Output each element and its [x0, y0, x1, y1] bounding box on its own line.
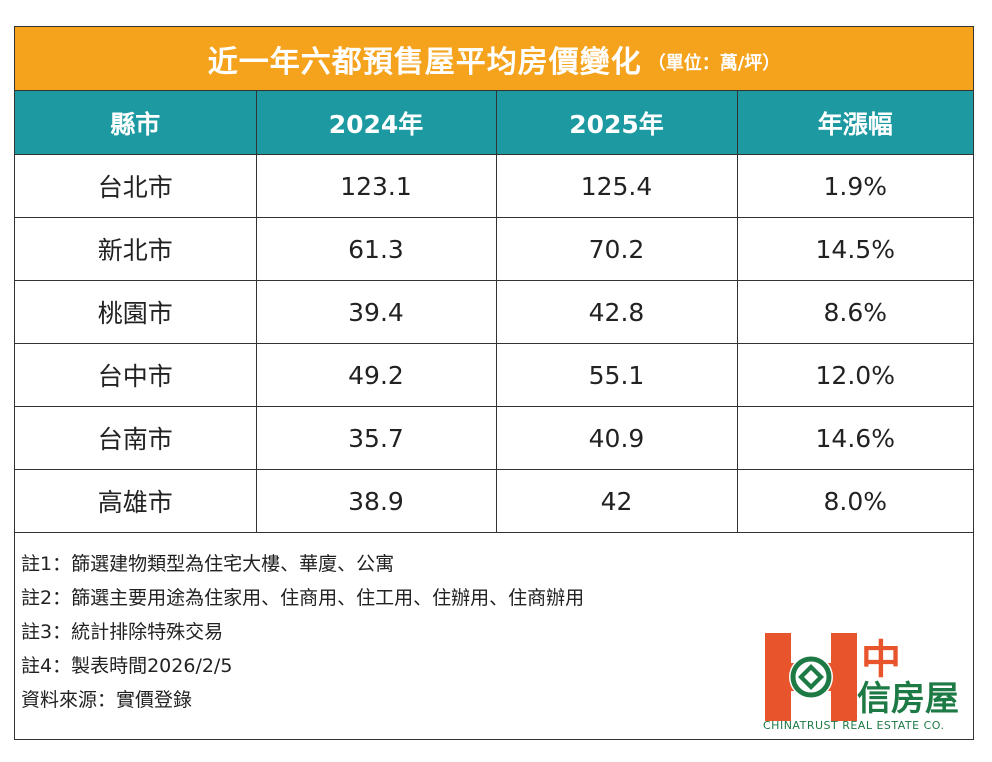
- table-frame: 近一年六都預售屋平均房價變化 （單位：萬/坪） 縣市 2024年 2025年 年漲幅 …: [14, 26, 974, 740]
- table-cell: 123.1: [255, 154, 497, 218]
- logo-english: CHINATRUST REAL ESTATE CO.: [763, 719, 945, 732]
- table-cell: 125.4: [495, 154, 738, 218]
- note: 註3：統計排除特殊交易: [21, 621, 224, 643]
- table-cell: 8.6%: [736, 280, 973, 344]
- table-cell: 61.3: [255, 217, 497, 281]
- logo: 中 信房屋 CHINATRUST REAL ESTATE CO.: [761, 627, 971, 737]
- table-cell: 42: [495, 469, 738, 533]
- note: 註1：篩選建物類型為住宅大樓、華廈、公寓: [21, 553, 395, 575]
- column-header: 2025年: [495, 90, 738, 155]
- table-cell: 49.2: [255, 343, 497, 407]
- table-cell: 1.9%: [736, 154, 973, 218]
- table-body: 台北市 123.1 125.4 1.9% 新北市 61.3 70.2 14.5% 桃園市 39.4…: [15, 154, 973, 533]
- table-cell: 新北市: [15, 217, 257, 281]
- table-cell: 台中市: [15, 343, 257, 407]
- table-cell: 38.9: [255, 469, 497, 533]
- unit: （單位：萬/坪）: [647, 52, 781, 74]
- logo-name-top: 中: [861, 637, 901, 683]
- table-cell: 高雄市: [15, 469, 257, 533]
- table-cell: 12.0%: [736, 343, 973, 407]
- header-row: 縣市 2024年 2025年 年漲幅: [15, 90, 973, 155]
- table-cell: 42.8: [495, 280, 738, 344]
- notes: 註1：篩選建物類型為住宅大樓、華廈、公寓註2：篩選主要用途為住家用、住商用、住工…: [21, 547, 584, 717]
- logo-mark: [765, 633, 857, 721]
- table-cell: 台北市: [15, 154, 257, 218]
- note: 註4：製表時間2026/2/5: [21, 655, 233, 677]
- column-header: 年漲幅: [736, 90, 973, 155]
- table-cell: 台南市: [15, 406, 257, 470]
- note: 資料來源：實價登錄: [21, 689, 193, 711]
- table-cell: 14.6%: [736, 406, 973, 470]
- table-cell: 35.7: [255, 406, 497, 470]
- table-cell: 40.9: [495, 406, 738, 470]
- table-row: 新北市 61.3 70.2 14.5%: [15, 217, 973, 281]
- price-table: 縣市 2024年 2025年 年漲幅 台北市 123.1 125.4 1.9% 新北市 61.3…: [15, 90, 973, 533]
- title: 近一年六都預售屋平均房價變化: [207, 44, 642, 80]
- table-cell: 39.4: [255, 280, 497, 344]
- table-row: 桃園市 39.4 42.8 8.6%: [15, 280, 973, 344]
- table-cell: 55.1: [495, 343, 738, 407]
- table-cell: 70.2: [495, 217, 738, 281]
- table-row: 台南市 35.7 40.9 14.6%: [15, 406, 973, 470]
- table-row: 台北市 123.1 125.4 1.9%: [15, 154, 973, 218]
- column-header: 2024年: [255, 90, 497, 155]
- title-bar: 近一年六都預售屋平均房價變化 （單位：萬/坪）: [15, 27, 973, 91]
- note: 註2：篩選主要用途為住家用、住商用、住工用、住辦用、住商辦用: [21, 587, 585, 609]
- table-row: 台中市 49.2 55.1 12.0%: [15, 343, 973, 407]
- table-row: 高雄市 38.9 42 8.0%: [15, 469, 973, 533]
- table-cell: 14.5%: [736, 217, 973, 281]
- logo-name-bottom: 信房屋: [857, 679, 959, 719]
- table-cell: 桃園市: [15, 280, 257, 344]
- table-cell: 8.0%: [736, 469, 973, 533]
- column-header: 縣市: [15, 90, 257, 155]
